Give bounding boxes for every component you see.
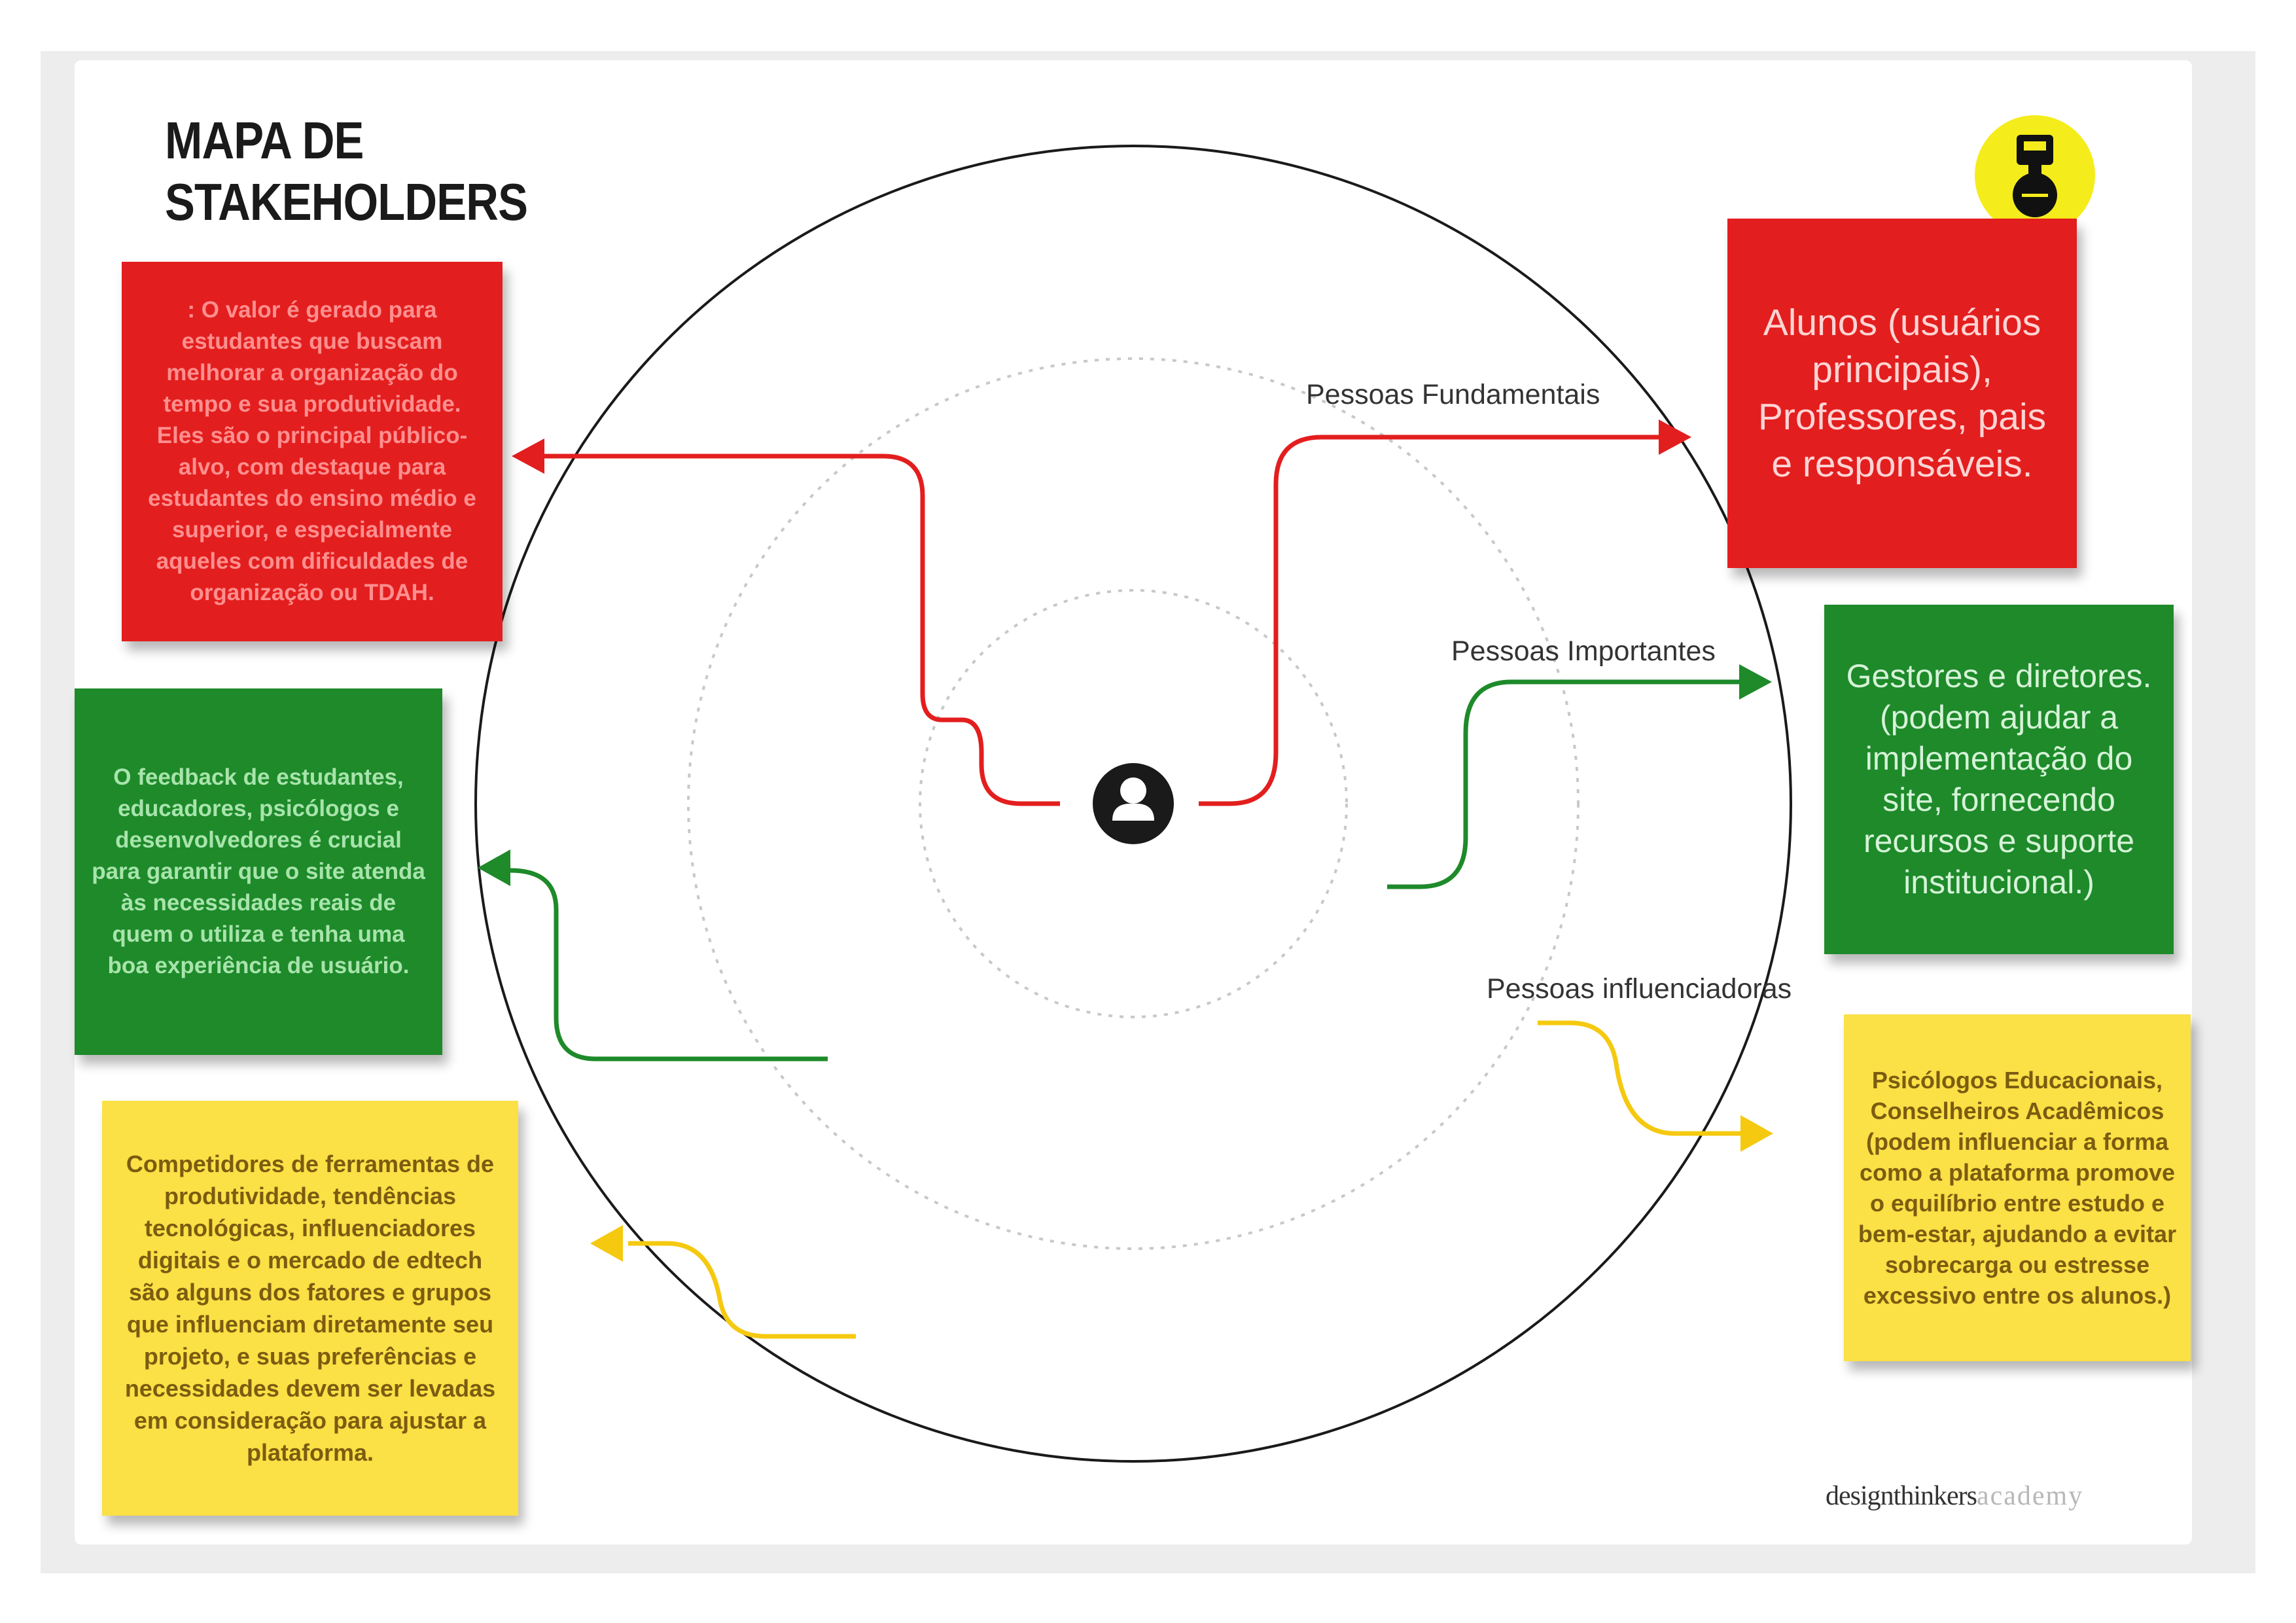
yellow-arrow-right [1538,1020,1740,1136]
note-red-right: Alunos (usuários principais), Professore… [1727,219,2077,568]
red-arrow-left [537,454,1060,806]
note-green-right: Gestores e diretores. (podem ajudar a im… [1824,605,2174,954]
brand-part-2: academy [1976,1481,2084,1511]
note-red-right-text: Alunos (usuários principais), Professore… [1757,302,2047,485]
green-arrow-left [510,868,828,1061]
note-yellow-right: Psicólogos Educacionais, Conselheiros Ac… [1844,1014,2191,1361]
outer-circle [474,145,1792,1463]
green-arrow-right [1387,679,1740,889]
note-yellow-left: Competidores de ferramentas de produtivi… [102,1101,518,1516]
note-red-left-text: : O valor é gerado para estudantes que b… [148,297,476,605]
brand-part-1: designthinkers [1826,1481,1977,1511]
note-yellow-right-text: Psicólogos Educacionais, Conselheiros Ac… [1858,1067,2177,1309]
red-arrowhead-right [1659,419,1691,455]
person-icon [1093,763,1174,844]
red-arrowhead-left [512,438,544,474]
note-green-right-text: Gestores e diretores. (podem ajudar a im… [1846,658,2152,901]
yellow-arrowhead-right [1740,1115,1773,1152]
inner-ring [919,589,1348,1018]
yellow-arrowhead-left [590,1225,623,1262]
label-pessoas-importantes: Pessoas Importantes [1451,635,1716,667]
page-title: MAPA DE STAKEHOLDERS [165,111,528,231]
green-arrowhead-left [478,849,510,886]
robot-logo-icon [1975,115,2095,236]
note-red-left: : O valor é gerado para estudantes que b… [122,262,503,641]
brand-logo-text: designthinkersacademy [1826,1480,2083,1512]
red-arrow-right [1199,435,1662,806]
note-green-left-text: O feedback de estudantes, educadores, ps… [92,764,425,978]
label-pessoas-influenciadoras: Pessoas influenciadoras [1487,973,1792,1005]
yellow-arrow-left [628,1241,856,1339]
note-yellow-left-text: Competidores de ferramentas de produtivi… [124,1150,496,1466]
note-green-left: O feedback de estudantes, educadores, ps… [75,688,442,1055]
middle-ring [687,357,1580,1250]
label-pessoas-fundamentais: Pessoas Fundamentais [1306,379,1600,410]
green-arrowhead-right [1739,664,1772,700]
